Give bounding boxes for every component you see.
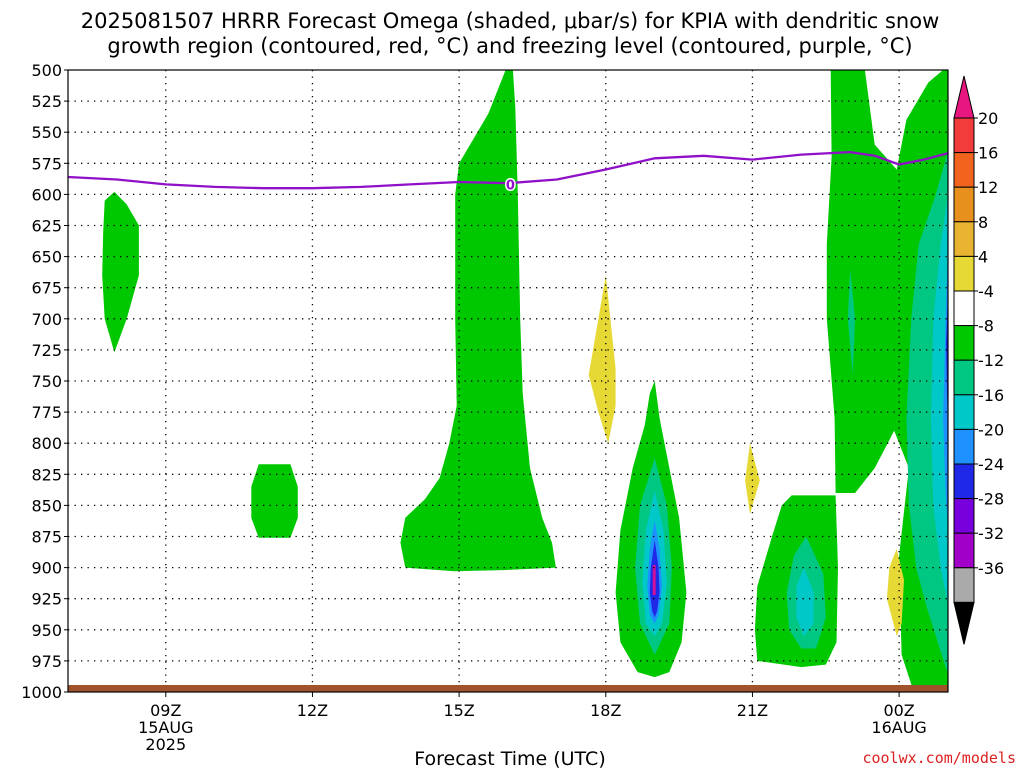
colorbar-segment-5 <box>953 255 975 292</box>
x-tick-label-12-0: 12Z <box>297 701 328 720</box>
x-tick-label-15-0: 15Z <box>443 701 474 720</box>
omega-region-18 <box>745 443 760 515</box>
y-tick-label-575: 575 <box>31 154 62 173</box>
colorbar-label-6: -8 <box>978 317 994 336</box>
colorbar-label-4: 4 <box>978 247 988 266</box>
y-tick-label-900: 900 <box>31 559 62 578</box>
colorbar-legend: 20 16 12 8 4 -4 -8 -12 -16 -20 -24 -28 -32 -36 <box>953 75 1004 645</box>
y-tick-label-525: 525 <box>31 92 62 111</box>
x-tick-label-9-1: 15AUG <box>138 718 193 737</box>
y-tick-label-975: 975 <box>31 652 62 671</box>
y-tick-label-875: 875 <box>31 528 62 547</box>
omega-region-14 <box>943 244 948 531</box>
colorbar-segment-13 <box>953 532 975 569</box>
x-tick-label-21-0: 21Z <box>737 701 768 720</box>
omega-region-2 <box>251 464 298 538</box>
omega-core-mark <box>652 565 656 595</box>
colorbar-top-arrow <box>953 75 975 119</box>
omega-region-10 <box>796 567 814 636</box>
colorbar-label-12: -32 <box>978 524 1004 543</box>
colorbar-label-5: -4 <box>978 282 994 301</box>
title-line-2: growth region (contoured, red, °C) and f… <box>107 34 912 58</box>
y-tick-label-925: 925 <box>31 590 62 609</box>
ground-strip <box>68 685 948 692</box>
colorbar-segment-3 <box>953 186 975 223</box>
x-tick-label-18-0: 18Z <box>590 701 621 720</box>
colorbar-label-10: -24 <box>978 455 1004 474</box>
y-tick-label-850: 850 <box>31 496 62 515</box>
colorbar-segment-10 <box>953 428 975 465</box>
pressure-axis: 500 525 550 575 600 625 650 675 700 725 750 775 800 8… <box>21 61 68 702</box>
y-tick-label-1000: 1000 <box>21 683 62 702</box>
y-tick-label-650: 650 <box>31 248 62 267</box>
omega-shading <box>102 70 948 692</box>
omega-region-17 <box>588 275 616 444</box>
x-tick-label-24-0: 00Z <box>883 701 914 720</box>
y-tick-label-625: 625 <box>31 217 62 236</box>
y-tick-label-750: 750 <box>31 372 62 391</box>
y-tick-label-725: 725 <box>31 341 62 360</box>
colorbar-segment-14 <box>953 567 975 603</box>
colorbar-label-9: -20 <box>978 420 1004 439</box>
y-tick-label-550: 550 <box>31 123 62 142</box>
colorbar-segment-11 <box>953 463 975 500</box>
colorbar-label-1: 16 <box>978 144 998 163</box>
omega-region-13 <box>930 194 948 605</box>
y-tick-label-675: 675 <box>31 279 62 298</box>
freezing-level-contour: 0 <box>67 150 949 195</box>
x-tick-label-24-1: 16AUG <box>871 718 926 737</box>
freezing-level-line <box>67 150 949 190</box>
omega-region-1 <box>400 70 556 572</box>
colorbar-segment-4 <box>953 221 975 257</box>
x-tick-label-9-2: 2025 <box>145 735 186 754</box>
y-tick-label-800: 800 <box>31 434 62 453</box>
x-axis-title: Forecast Time (UTC) <box>414 748 605 768</box>
x-tick-label-9-0: 09Z <box>150 701 181 720</box>
colorbar-segment-8 <box>953 359 975 396</box>
colorbar-segment-7 <box>953 325 975 361</box>
y-tick-label-825: 825 <box>31 465 62 484</box>
chart-title: 2025081507 HRRR Forecast Omega (shaded, … <box>81 9 940 58</box>
ground-rect <box>68 685 948 692</box>
colorbar-segment-12 <box>953 498 975 534</box>
colorbar-label-7: -12 <box>978 351 1004 370</box>
credit-text: coolwx.com/models <box>862 749 1016 767</box>
omega-region-16 <box>847 269 856 375</box>
omega-region-0 <box>102 191 139 353</box>
y-tick-label-600: 600 <box>31 185 62 204</box>
colorbar-segment-9 <box>953 394 975 430</box>
colorbar-label-8: -16 <box>978 386 1004 405</box>
colorbar-segment-2 <box>953 152 975 188</box>
freezing-level-label: 0 <box>506 178 515 193</box>
y-tick-label-500: 500 <box>31 61 62 80</box>
colorbar-label-0: 20 <box>978 109 998 128</box>
colorbar-segment-1 <box>953 117 975 154</box>
y-tick-label-950: 950 <box>31 621 62 640</box>
colorbar-label-3: 8 <box>978 213 988 232</box>
y-tick-label-775: 775 <box>31 403 62 422</box>
colorbar-segment-6 <box>953 290 975 327</box>
title-line-1: 2025081507 HRRR Forecast Omega (shaded, … <box>81 9 940 33</box>
colorbar-label-13: -36 <box>978 559 1004 578</box>
colorbar-label-2: 12 <box>978 178 998 197</box>
colorbar-bottom-arrow <box>953 601 975 645</box>
colorbar-label-11: -28 <box>978 490 1004 509</box>
y-tick-label-700: 700 <box>31 310 62 329</box>
